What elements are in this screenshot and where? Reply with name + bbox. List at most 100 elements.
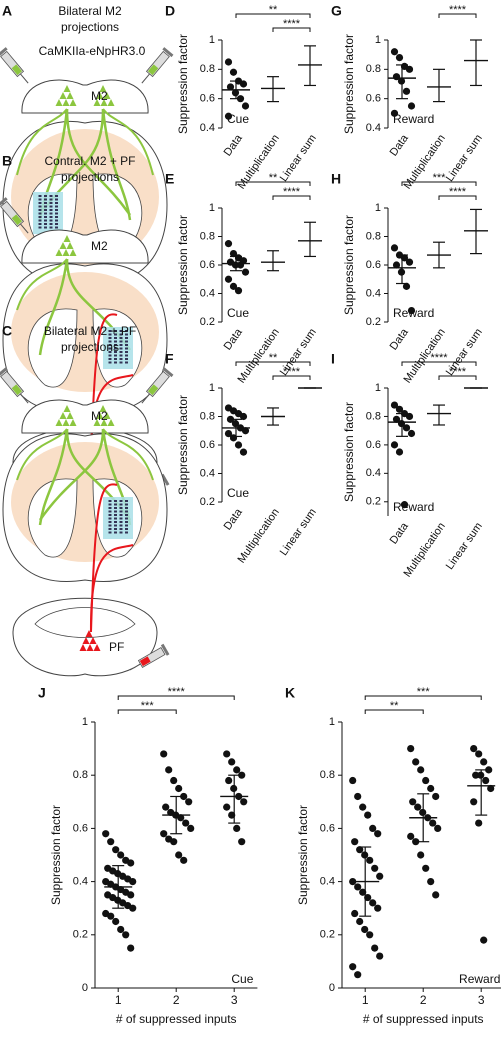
significance-label: **** [283,18,301,30]
schematic-title: Bilateral M2 [58,4,122,18]
y-tick-label: 0.4 [200,122,215,134]
data-point [233,766,241,774]
syringe-fluid [11,384,23,396]
data-point [475,819,483,827]
neuron [100,99,108,106]
significance-label: **** [449,366,467,378]
data-point [182,819,190,827]
data-point [429,819,437,827]
data-point [228,758,236,766]
dorsal-slice [21,229,149,264]
data-point [374,830,382,838]
data-point [356,917,364,926]
panel-label: I [331,351,335,367]
data-point [224,430,233,438]
x-tick-label: Data [222,326,246,353]
data-point [239,412,248,421]
data-point [240,798,248,806]
data-point [170,776,178,785]
y-tick-label: 0.8 [200,230,215,242]
y-axis-label: Suppression factor [176,395,190,495]
panel-label: K [285,685,295,701]
y-tick-label: 0.8 [366,230,381,242]
data-point [224,112,233,120]
construct-label: CaMKIIa-eNpHR3.0 [39,44,146,58]
data-point [422,864,430,872]
schematic-title: projections [61,340,119,354]
y-tick-label: 0.2 [366,316,381,328]
significance-label: ** [269,4,278,16]
data-point [187,824,195,833]
data-point [234,287,243,295]
neuron [107,419,115,426]
data-point [361,925,369,934]
significance-bracket [272,375,311,380]
schematic-title: projections [61,170,119,184]
data-point [412,838,420,846]
fiber-light [103,497,133,539]
data-point [107,838,115,846]
syringe-plunger [162,47,174,58]
annotation: Cue [227,112,249,126]
data-point [129,904,137,912]
data-point [364,893,372,902]
syringe-needle [20,223,29,234]
data-point [349,963,357,971]
data-point [422,776,430,785]
annotation: Reward [393,112,434,126]
panel-label: F [165,351,174,367]
data-point [390,401,399,409]
data-point [395,448,404,456]
data-point [180,856,188,864]
y-tick-label: 1 [209,382,215,394]
data-point [228,811,236,819]
x-tick-label: 3 [231,993,238,1007]
neuron [86,644,94,651]
neuron [107,99,115,106]
significance-bracket [235,13,311,18]
syringe-plunger [0,367,8,378]
x-tick-label: Linear sum [444,521,485,572]
data-point [354,792,362,801]
syringe [0,367,29,404]
data-point [354,883,362,891]
significance-label: **** [283,186,301,198]
data-point [225,776,233,785]
syringe-plunger [0,197,8,208]
data-point [239,80,248,88]
schematic-title: projections [61,20,119,34]
panel-label: H [331,171,341,187]
neuron [69,249,77,256]
y-tick-label: 0.4 [366,287,381,299]
data-point [482,776,490,785]
y-tick-label: 0.6 [200,259,215,271]
neuron [85,630,93,637]
panel-label: D [165,3,175,19]
significance-label: **** [430,352,448,364]
neuron [96,92,104,99]
x-tick-label: Linear sum [278,507,319,558]
y-tick-label: 0.2 [73,929,88,941]
neuron [66,242,74,249]
striatum-left [27,308,78,388]
data-point [160,750,168,758]
y-axis-label: Suppression factor [296,805,310,905]
data-point [470,745,478,753]
projection [101,108,132,221]
annotation: Cue [227,306,249,320]
data-point [359,803,367,811]
x-tick-label: Data [388,132,412,159]
significance-bracket [438,13,477,18]
neuron [62,419,70,426]
projection [16,108,68,176]
neuron [55,419,63,426]
x-tick-label: 3 [478,993,485,1007]
y-axis-label: Suppression factor [49,805,63,905]
region-label: M2 [91,409,108,423]
data-point [224,58,233,66]
significance-label: **** [449,4,467,16]
projection [38,428,69,526]
neuron [69,99,77,106]
data-point [366,856,374,864]
